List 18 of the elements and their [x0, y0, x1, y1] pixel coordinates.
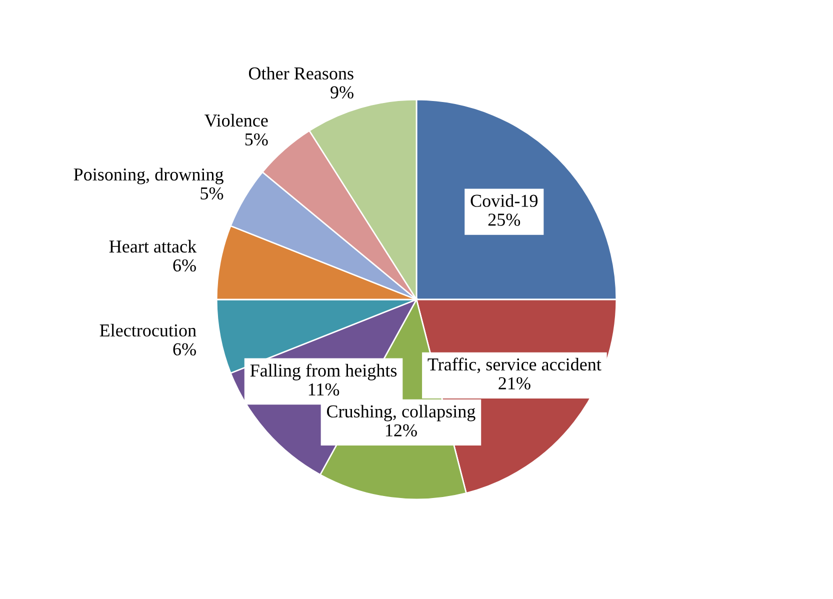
data-label: 6% — [173, 343, 196, 356]
slice-label: Electrocution — [100, 324, 196, 337]
data-label: 11% — [308, 383, 340, 396]
slice-label: Traffic, service accident — [428, 358, 602, 374]
data-label: 5% — [200, 187, 224, 200]
slice-label: Crushing, collapsing — [326, 404, 476, 422]
slice-label: Other Reasons — [248, 66, 354, 80]
slice-label: Covid-19 — [470, 194, 538, 207]
data-label: 21% — [498, 377, 530, 390]
data-label: 12% — [386, 424, 417, 437]
slice-label: Poisoning, drowning — [74, 168, 224, 184]
data-label: 9% — [330, 86, 354, 98]
data-label: 25% — [488, 214, 520, 226]
data-label: 6% — [173, 259, 196, 272]
data-label: 5% — [245, 133, 268, 146]
slice-label: Violence — [204, 114, 268, 127]
slice-label: Heart attack — [109, 240, 197, 253]
slice-label: Falling from heights — [250, 364, 397, 380]
